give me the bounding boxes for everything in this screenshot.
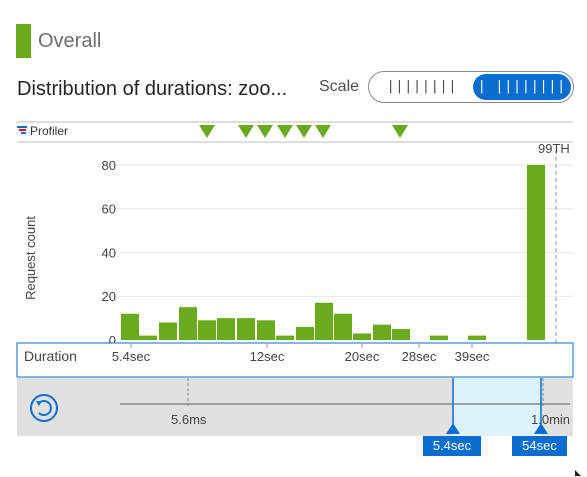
x-tick-label: 39sec <box>455 349 490 364</box>
slider-min-label: 5.6ms <box>171 412 207 427</box>
range-slider-window[interactable] <box>454 378 542 436</box>
bar[interactable] <box>296 326 314 340</box>
profiler-marker[interactable] <box>315 125 331 138</box>
profiler-label[interactable]: Profiler <box>30 124 69 138</box>
bar[interactable] <box>315 302 333 340</box>
y-axis-ticks: 0 20 40 60 80 <box>102 158 116 348</box>
chart-title: Distribution of durations: zoo... <box>17 78 288 100</box>
duration-histogram: 0 20 40 60 80 99TH Request count Duration 5.… <box>16 121 574 378</box>
y-tick-label: 80 <box>102 158 116 173</box>
bar[interactable] <box>392 329 410 340</box>
bar[interactable] <box>237 318 255 340</box>
profiler-marker[interactable] <box>257 125 273 138</box>
x-tick-label: 12sec <box>250 349 285 364</box>
bar[interactable] <box>179 307 197 340</box>
profiler-marker[interactable] <box>296 125 312 138</box>
x-tick-label: 28sec <box>402 349 437 364</box>
bar[interactable] <box>334 313 352 340</box>
x-axis-frame <box>16 342 574 378</box>
y-tick-label: 20 <box>102 289 116 304</box>
scale-toggle[interactable]: |||||||| | |||||||| <box>368 71 574 103</box>
scale-label: Scale <box>319 78 360 95</box>
bar[interactable] <box>276 335 294 340</box>
y-tick-label: 60 <box>102 202 116 217</box>
reset-zoom-icon[interactable] <box>28 392 60 424</box>
x-axis-ticks: 5.4sec 12sec 20sec 28sec 39sec <box>112 343 490 364</box>
profiler-marker[interactable] <box>392 125 408 138</box>
x-tick-label: 20sec <box>345 349 380 364</box>
bar[interactable] <box>373 324 391 340</box>
bar[interactable] <box>121 313 139 340</box>
bar[interactable] <box>198 320 216 340</box>
bar[interactable] <box>159 322 177 340</box>
bars <box>121 164 545 340</box>
y-tick-label: 40 <box>102 245 116 260</box>
bar[interactable] <box>257 320 275 340</box>
gridlines <box>105 164 573 297</box>
slider-handle-left-icon[interactable] <box>446 423 460 434</box>
x-tick-label: 5.4sec <box>112 349 151 364</box>
bar[interactable] <box>353 333 371 340</box>
slider-handle-right-label[interactable]: 54sec <box>512 436 567 456</box>
bar[interactable] <box>527 164 545 340</box>
slider-handle-left-label[interactable]: 5.4sec <box>423 436 481 456</box>
y-axis-label: Request count <box>23 216 38 300</box>
profiler-marker[interactable] <box>199 125 215 138</box>
percentile-99-label: 99TH <box>538 141 570 156</box>
mouse-cursor <box>575 470 581 476</box>
bar[interactable] <box>217 318 235 340</box>
y-tick-label: 0 <box>109 333 116 348</box>
profiler-icon <box>17 126 27 134</box>
slider-max-label: 1.0min <box>531 412 571 427</box>
legend-label[interactable]: Overall <box>38 30 102 52</box>
scale-log-option[interactable]: | |||||||| <box>473 74 571 100</box>
x-axis-label: Duration <box>24 348 77 364</box>
slider-handle-right-icon[interactable] <box>534 423 548 434</box>
profiler-markers <box>199 125 408 138</box>
legend-swatch <box>16 24 31 58</box>
bar[interactable] <box>139 335 157 340</box>
bar[interactable] <box>468 335 486 340</box>
profiler-marker[interactable] <box>238 125 254 138</box>
bar[interactable] <box>430 335 448 340</box>
scale-linear-option[interactable]: |||||||| <box>386 79 458 94</box>
profiler-marker[interactable] <box>277 125 293 138</box>
